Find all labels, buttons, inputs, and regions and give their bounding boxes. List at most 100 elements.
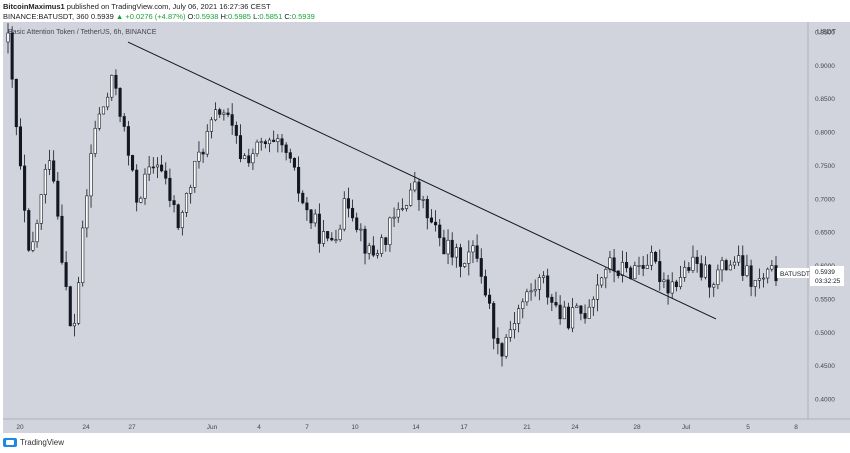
candle-body-up (338, 228, 342, 240)
time-tick-label: 27 (128, 424, 136, 431)
candle-body-up (770, 265, 774, 270)
candle-body-down (135, 169, 139, 203)
candle-body-up (562, 306, 566, 320)
price-tick-label: 0.4500 (815, 363, 835, 370)
candle (658, 249, 662, 291)
candle-body-down (695, 256, 699, 264)
candle-body-up (193, 160, 197, 188)
candle (492, 301, 496, 350)
candle (479, 248, 483, 284)
candle-body-up (251, 153, 255, 164)
candle-body-down (417, 181, 421, 201)
author-name[interactable]: BitcoinMaximus1 (3, 2, 65, 11)
candle (147, 156, 151, 181)
candle-body-down (122, 116, 126, 127)
time-tick-label: 5 (746, 424, 750, 431)
candle-body-up (537, 277, 541, 290)
candle (434, 210, 438, 232)
candle (130, 154, 135, 172)
candle (566, 302, 570, 330)
candle-body-down (272, 139, 276, 142)
candle-body-up (508, 329, 512, 338)
candle (662, 272, 666, 289)
candle-body-down (280, 138, 284, 146)
candle (703, 256, 707, 280)
candle-body-down (442, 237, 446, 255)
candle (93, 120, 97, 158)
price-tick-label: 0.5000 (815, 330, 835, 337)
time-tick-label: 24 (571, 424, 579, 431)
candle-body-up (85, 195, 89, 229)
price-tick-label: 0.8000 (815, 130, 835, 137)
candle (417, 178, 421, 211)
candle-body-up (359, 228, 363, 231)
candle-body-down (151, 166, 155, 169)
candle-body-up (388, 217, 392, 245)
candle-body-up (180, 212, 184, 229)
candle-body-down (230, 114, 234, 126)
candle-body-up (525, 291, 529, 303)
candle (404, 204, 409, 212)
candle-body-down (64, 262, 68, 287)
candle-body-up (409, 189, 413, 206)
candle-body-up (97, 113, 101, 129)
candle (625, 251, 629, 273)
candle (446, 229, 450, 265)
candle (118, 87, 122, 123)
price-tick-label: 0.9000 (815, 63, 835, 70)
candle-body-down (226, 112, 230, 115)
candle-body-up (649, 251, 654, 266)
candle (292, 157, 296, 171)
candle (375, 249, 380, 259)
candle-body-up (413, 181, 417, 191)
footer-branding[interactable]: TradingView (3, 438, 64, 447)
last-price-marker: BATUSDT 0.5939 03:32:25 (777, 266, 844, 286)
candle (716, 264, 720, 290)
candle (160, 155, 164, 173)
candle (72, 313, 76, 337)
candle-body-up (587, 306, 591, 319)
candle-body-up (467, 251, 471, 264)
candle-body-down (68, 286, 72, 327)
time-tick-label: 4 (257, 424, 261, 431)
candle-body-up (139, 197, 143, 203)
candle (488, 288, 492, 310)
candle-body-up (197, 151, 201, 162)
candle (52, 150, 56, 184)
candle-body-up (737, 255, 741, 263)
high-value: 0.5985 (228, 12, 251, 21)
candle (43, 164, 47, 204)
candle (737, 245, 741, 267)
candle (197, 141, 201, 169)
candle (85, 189, 89, 238)
candle-body-up (600, 277, 604, 286)
candle-body-down (14, 78, 18, 128)
candle-body-down (238, 135, 243, 160)
candle-body-up (396, 208, 400, 218)
candle-body-up (342, 198, 346, 230)
candle (762, 273, 766, 288)
candle-body-up (400, 208, 404, 210)
candle (687, 262, 691, 274)
candle-body-down (550, 296, 554, 303)
candle-body-down (479, 258, 483, 277)
candle (641, 256, 645, 277)
candle (674, 279, 678, 292)
candle (562, 300, 566, 320)
candle (409, 183, 413, 207)
descending-trendline[interactable] (127, 41, 717, 320)
candle (338, 224, 342, 242)
candle (222, 109, 226, 121)
candle (504, 334, 508, 359)
candle (712, 282, 716, 297)
candle (533, 279, 537, 297)
candle-body-down (674, 281, 678, 288)
candle-body-up (608, 257, 612, 270)
candle (637, 256, 641, 275)
candle (288, 148, 292, 164)
candle-body-up (189, 187, 193, 194)
candle-body-down (500, 343, 504, 357)
candle (114, 69, 118, 96)
candle-body-up (321, 231, 326, 244)
